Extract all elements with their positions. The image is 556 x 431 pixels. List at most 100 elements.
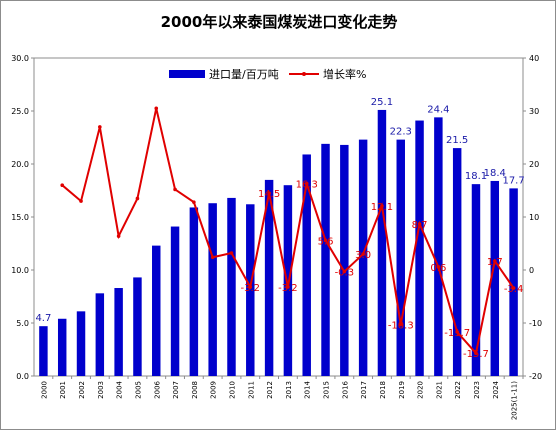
rate-point	[267, 191, 271, 195]
rate-point	[323, 238, 328, 243]
rate-point	[361, 252, 365, 256]
rate-point	[304, 181, 309, 186]
legend-swatch-bars	[169, 70, 205, 78]
x-tick-label: 2000	[40, 381, 48, 399]
rate-value-label: 16.3	[296, 180, 318, 191]
right-tick-label: 40	[529, 54, 539, 63]
rate-point	[492, 259, 497, 263]
x-tick-label: 2009	[210, 381, 218, 399]
rate-value-label: -15.7	[463, 349, 489, 360]
left-tick-label: 5.0	[16, 319, 29, 328]
x-tick-label: 2018	[379, 381, 387, 399]
rate-value-label: 1.7	[487, 257, 503, 268]
rate-series	[60, 106, 516, 356]
bar-value-label: 24.4	[427, 104, 449, 115]
left-tick-label: 0.0	[16, 372, 29, 381]
bar	[264, 179, 274, 376]
bar	[471, 184, 481, 376]
bar-value-label: 25.1	[371, 97, 393, 108]
bar-value-label: 4.7	[35, 313, 51, 324]
x-tick-label: 2016	[341, 380, 349, 398]
rate-value-label: 0.6	[430, 263, 446, 274]
bar	[76, 311, 86, 376]
x-tick-label: 2004	[116, 380, 124, 398]
x-tick-label: 2020	[417, 381, 425, 399]
bar	[39, 326, 48, 376]
bar	[302, 154, 311, 376]
right-tick-label: -20	[529, 372, 542, 381]
bar	[415, 120, 424, 376]
rate-point	[154, 106, 159, 111]
bar	[227, 197, 236, 376]
rate-value-label: -3.4	[504, 284, 524, 295]
bar	[189, 207, 199, 376]
bar-value-label: 18.1	[465, 171, 487, 182]
bar	[340, 144, 349, 376]
bar	[170, 226, 180, 376]
left-tick-label: 20.0	[11, 160, 29, 169]
right-tick-label: 20	[529, 160, 539, 169]
bar	[434, 117, 443, 377]
x-tick-label: 2003	[97, 381, 105, 399]
rate-point	[60, 183, 65, 187]
bar	[57, 318, 67, 376]
rate-point	[455, 330, 459, 334]
bar-value-label: 17.7	[502, 175, 524, 186]
x-tick-label: 2012	[266, 381, 274, 399]
bar	[246, 204, 255, 376]
bar-value-label: 21.5	[446, 135, 468, 146]
right-tick-label: 0	[529, 266, 534, 275]
bar-series	[39, 109, 518, 377]
left-tick-label: 30.0	[11, 54, 29, 63]
bar	[114, 288, 123, 376]
rate-point	[210, 255, 215, 260]
rate-point	[474, 351, 478, 356]
rate-point	[173, 187, 177, 192]
rate-point	[98, 125, 102, 129]
bar	[358, 139, 368, 376]
bar	[133, 277, 142, 376]
x-tick-label: 2011	[247, 381, 255, 399]
bar	[283, 185, 293, 376]
x-tick-label: 2025(1-11)	[511, 381, 519, 420]
x-tick-label: 2014	[304, 380, 312, 398]
bar-value-label: 22.3	[390, 127, 412, 138]
bar	[377, 109, 387, 376]
right-tick-label: -10	[529, 319, 542, 328]
rate-point	[342, 269, 347, 274]
rate-point	[116, 234, 121, 238]
data-labels: 4.7 25.1 22.3 24.4 21.5 18.118.417.7 -3.2 14.5 -…	[35, 97, 524, 360]
bar	[152, 245, 161, 376]
rate-value-label: 5.6	[318, 236, 334, 247]
rate-value-label: -3.2	[241, 283, 261, 294]
bar	[396, 139, 405, 376]
x-tick-label: 2019	[398, 381, 406, 399]
rate-value-label: -3.2	[278, 283, 298, 294]
legend-label-bars: 进口量/百万吨	[209, 68, 279, 81]
x-tick-label: 2022	[454, 381, 462, 399]
rate-point	[436, 265, 441, 269]
chart-title: 2000年以来泰国煤炭进口变化走势	[160, 13, 398, 31]
x-tick-label: 2013	[285, 381, 293, 399]
rate-point	[286, 285, 290, 289]
left-tick-label: 10.0	[11, 266, 29, 275]
rate-point	[248, 285, 253, 289]
rate-value-label: 8.7	[412, 220, 428, 231]
rate-value-label: 3.0	[355, 250, 371, 261]
rate-value-label: -0.3	[335, 268, 355, 279]
rate-point	[229, 251, 234, 255]
legend-swatch-rate-marker	[302, 72, 306, 76]
x-tick-label: 2024	[492, 380, 500, 398]
rate-point	[511, 286, 516, 290]
x-tick-label: 2023	[473, 381, 481, 399]
bar	[490, 180, 500, 376]
bar-value-label: 18.4	[484, 168, 506, 179]
rate-value-label: 12.1	[371, 202, 393, 213]
x-tick-label: 2010	[228, 381, 236, 399]
x-tick-label: 2007	[172, 381, 180, 399]
rate-point	[192, 200, 196, 204]
rate-point	[398, 322, 403, 327]
rate-value-label: -10.3	[388, 321, 414, 332]
rate-point	[380, 204, 384, 208]
